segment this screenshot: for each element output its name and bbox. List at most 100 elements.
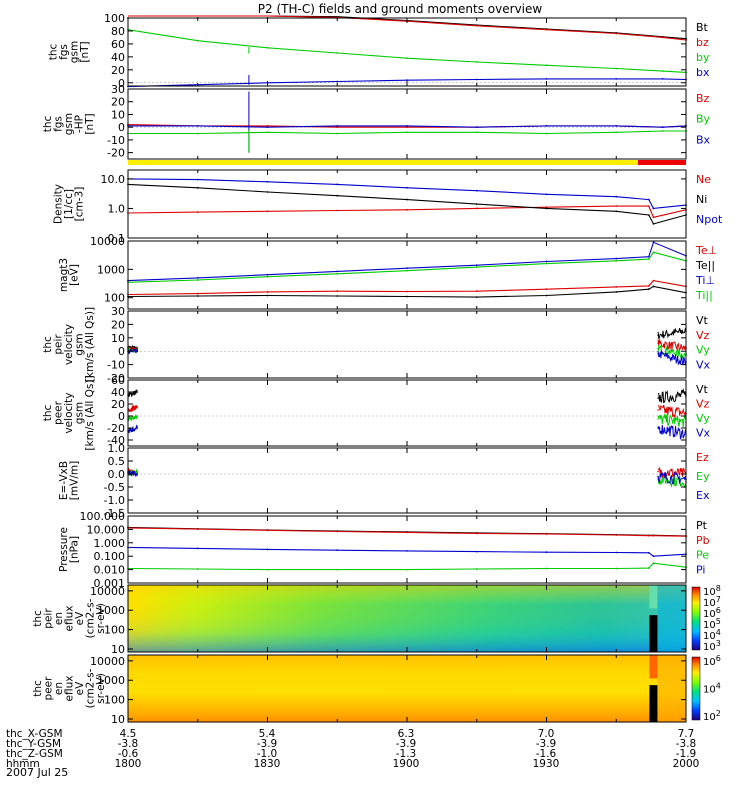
pressure-ylabel: Pressure	[58, 527, 70, 572]
fgs_dsl-series-By-point	[196, 132, 199, 135]
density-series-Npot	[127, 178, 687, 209]
peir_velocity-series-Vx-point	[136, 350, 139, 353]
temperature-legend-Te: Te||	[695, 259, 715, 272]
peir_velocity-ytick-label: 0	[118, 345, 125, 358]
pressure-ytick-label: 100.000	[80, 510, 126, 523]
fgs_gsm-legend-Bt: Bt	[696, 21, 709, 34]
peir_spec-ylabel: en	[53, 612, 65, 625]
fgs_gsm-series-bx-point	[336, 80, 339, 83]
fgs_dsl-ylabel: -HP	[74, 115, 86, 133]
pressure-series-Pe-point	[266, 568, 269, 571]
pressure-ytick-label: 1.000	[94, 537, 126, 550]
efield-legend-Ex: Ex	[696, 489, 710, 502]
efield-series-Ez-segment	[658, 467, 687, 480]
peir_velocity-series-Vx	[127, 348, 687, 366]
ephemeris-value: 1830	[254, 758, 281, 770]
pressure-series-Pi-point	[196, 547, 199, 550]
density-series-Npot-point	[545, 193, 548, 196]
ephemeris-value: 7.0	[538, 728, 555, 740]
peir_spec-ylabel: eflux	[63, 606, 75, 632]
peer_spec-ylabel: eflux	[63, 676, 75, 702]
pressure-series-Pb-point	[406, 531, 408, 534]
density-series-Ni-point	[196, 186, 199, 189]
ephemeris-value: -1.6	[536, 748, 557, 760]
fgs_dsl-series-By-point	[661, 130, 664, 132]
pressure-series-Pb-point	[266, 529, 269, 532]
panel-stack: 100806040200thcfgsgsm[nT]Btbzbybx3020100…	[32, 12, 723, 726]
density-series-Ni-point	[652, 223, 655, 225]
density-series-Ni-point	[615, 210, 618, 213]
fgs_dsl-ylabel: fgs	[53, 116, 65, 132]
ephemeris-value: 4.5	[120, 728, 137, 740]
temperature-series-Te-point	[196, 295, 199, 297]
peer_velocity-ylabel: [km/s (All Qs)]	[84, 375, 96, 450]
peer_spec-colorbar-tick: 104	[703, 682, 721, 696]
pressure-series-Pb-point	[336, 530, 339, 533]
fgs_dsl-series-Bx-point	[336, 125, 339, 127]
peir_velocity-series-Vz-point	[657, 342, 659, 344]
ephemeris-value: 6.3	[398, 728, 415, 740]
fgs_gsm-ytick-label: 60	[111, 38, 125, 51]
temperature-series-Te-point	[615, 286, 618, 288]
ephemeris-value: 1900	[393, 758, 420, 770]
density-series-Npot-point	[406, 186, 408, 189]
temperature-series-Te-point	[196, 292, 199, 295]
fgs_gsm-legend-bx: bx	[696, 66, 710, 79]
density-legend-Npot: Npot	[696, 213, 723, 226]
peir_spec-colorbar-tick: 105	[703, 617, 721, 631]
peer_velocity-ytick-label: 0	[118, 410, 125, 423]
density-series-Ne-point	[266, 210, 269, 213]
peer_velocity-series-Vy-point	[657, 418, 659, 420]
pressure-series-Pi-point	[406, 549, 408, 552]
peer_spec-colorbar-tick: 102	[703, 709, 721, 723]
panel-peer_spec: 106 104 102 10000 1000 100 10 thcpeerenefluxeV(…	[32, 654, 721, 726]
temperature-ylabel: [eV]	[68, 264, 80, 286]
fgs_dsl-series-By-point	[475, 131, 478, 134]
efield-series-Ex-segment	[657, 471, 687, 485]
density-series-Npot-point	[196, 178, 199, 181]
peer_velocity-series-Vx-point	[136, 427, 139, 429]
pressure-ytick-label: 0.001	[94, 577, 126, 590]
fgs_gsm-series-by-point	[475, 61, 478, 63]
pressure-series-Pb-point	[615, 534, 618, 536]
pressure-series-Pi-point	[336, 549, 339, 552]
peir_velocity-series-Vx-segment	[657, 349, 687, 366]
peer_spec-ylabel: en	[53, 682, 65, 695]
peir_velocity-series-Vx-point	[657, 353, 659, 355]
peir_velocity-ylabel: velocity	[63, 324, 75, 365]
peer_velocity-ytick-label: -20	[107, 422, 125, 435]
efield-legend-Ey: Ey	[696, 470, 710, 483]
peer_spec-data-gap	[649, 685, 658, 722]
temperature-series-Te-point	[615, 291, 618, 293]
density-series-Ni-point	[475, 203, 478, 206]
fgs_dsl-series-By	[128, 130, 686, 135]
fgs_gsm-series-by-point	[406, 57, 408, 60]
ephemeris-value: -3.8	[118, 738, 139, 750]
fgs_dsl-series-By-point	[545, 132, 548, 135]
fgs_gsm-series-bz-point	[545, 28, 548, 31]
peer_spec-colorbar	[691, 656, 701, 721]
fgs_gsm-ytick-label: 0	[118, 77, 125, 90]
temperature-series-Te-point	[647, 288, 650, 291]
pressure-series-Pi-point	[647, 551, 650, 554]
peir_spec-colorbar-tick: 108	[703, 584, 721, 598]
density-series-Ne-point	[196, 211, 199, 214]
pressure-series-Pi	[127, 546, 687, 557]
ephemeris-value: -1.0	[257, 748, 278, 760]
pressure-series-Pe-point	[545, 567, 548, 570]
temperature-series-Ti-point	[647, 255, 650, 258]
fgs_dsl-ytick-label: -20	[107, 147, 125, 160]
efield-ylabel: [mV/m]	[68, 461, 80, 500]
fgs_gsm-frame	[127, 17, 687, 87]
peir_velocity-frame	[127, 310, 687, 379]
temperature-series-Te-point	[266, 291, 269, 293]
ephemeris-table: thc_X-GSM 4.5 5.4 6.3 7.0 7.7 thc_Y-GSM -3.8 -3.…	[6, 728, 699, 770]
efield-series-Ex	[127, 470, 687, 485]
pressure-legend-Pt: Pt	[696, 519, 708, 532]
temperature-series-Te-point	[652, 285, 655, 288]
efield-series-Ey-segment	[657, 472, 687, 489]
date-label: 2007 Jul 25	[6, 766, 68, 779]
peer_velocity-legend-Vx: Vx	[696, 427, 711, 440]
temperature-series-Ti-point	[545, 262, 548, 265]
